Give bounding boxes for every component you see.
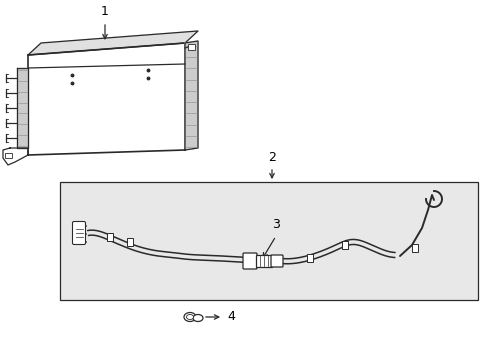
Polygon shape [28, 43, 184, 155]
Text: 2: 2 [267, 151, 275, 164]
Polygon shape [17, 68, 28, 148]
Ellipse shape [183, 312, 196, 321]
Polygon shape [28, 31, 198, 55]
Bar [127, 238, 133, 246]
Bar [187, 44, 195, 50]
Text: 3: 3 [271, 218, 279, 231]
Bar [306, 254, 312, 262]
Bar [5, 153, 12, 158]
Text: 4: 4 [226, 310, 234, 324]
Ellipse shape [193, 315, 203, 321]
Text: 1: 1 [101, 5, 109, 18]
Bar [256, 255, 271, 267]
FancyBboxPatch shape [243, 253, 257, 269]
Bar [60, 182, 477, 300]
FancyBboxPatch shape [72, 221, 85, 244]
Bar [341, 241, 347, 249]
FancyBboxPatch shape [270, 255, 283, 267]
Polygon shape [184, 41, 198, 150]
Ellipse shape [186, 315, 193, 320]
Bar [107, 233, 113, 241]
Bar [411, 244, 417, 252]
